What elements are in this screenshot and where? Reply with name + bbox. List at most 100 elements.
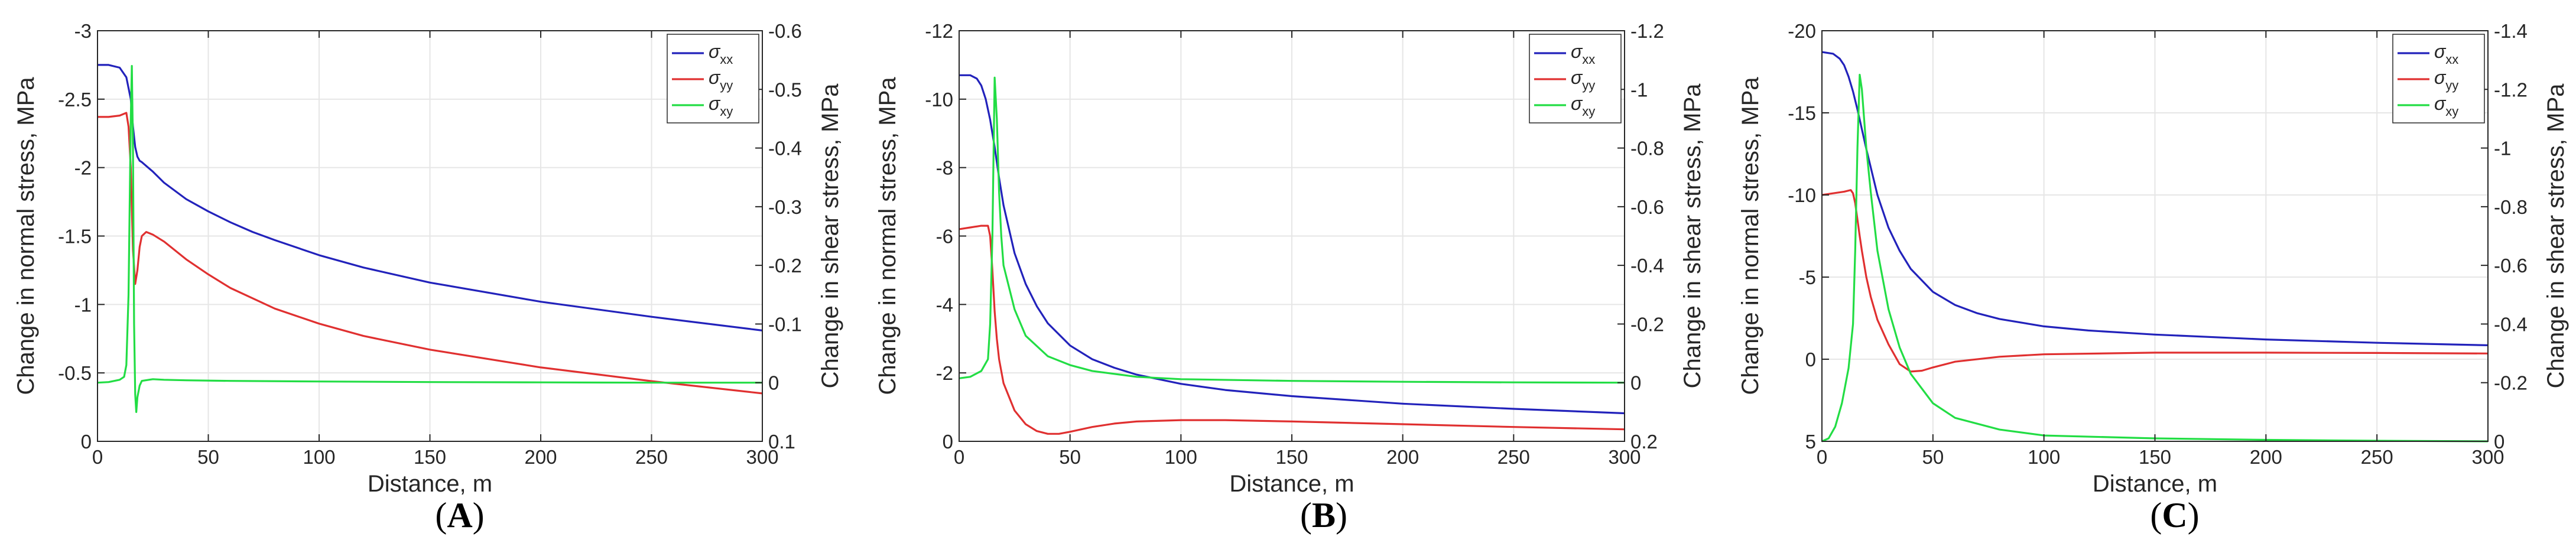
y-right-tick-label: -0.2 bbox=[2494, 372, 2528, 394]
legend-subscript: xx bbox=[2445, 52, 2458, 67]
x-tick-label: 200 bbox=[2250, 446, 2282, 468]
series-line-xx bbox=[959, 74, 1625, 415]
x-tick-label: 150 bbox=[1275, 446, 1308, 468]
legend-subscript: xx bbox=[1582, 52, 1595, 67]
y-right-tick-label: -1 bbox=[2494, 138, 2511, 160]
y-right-tick-label: -0.6 bbox=[768, 20, 802, 42]
x-tick-label: 100 bbox=[1165, 446, 1197, 468]
x-axis-label: Distance, m bbox=[368, 471, 492, 497]
y-left-tick-label: -4 bbox=[936, 294, 953, 315]
legend-subscript: yy bbox=[720, 78, 733, 93]
x-tick-label: 50 bbox=[1059, 446, 1081, 468]
y-right-tick-label: -0.6 bbox=[2494, 255, 2528, 276]
x-tick-label: 0 bbox=[92, 446, 103, 468]
panel-label-open: ( bbox=[2150, 496, 2162, 535]
y-right-tick-label: -0.5 bbox=[768, 79, 802, 100]
y-right-tick-label: -0.2 bbox=[768, 255, 802, 276]
panel-label-close: ) bbox=[473, 496, 485, 535]
panel-label-close: ) bbox=[1336, 496, 1347, 535]
panel-label-letter: A bbox=[447, 496, 472, 535]
y-left-tick-label: -10 bbox=[1788, 184, 1816, 206]
x-tick-label: 0 bbox=[954, 446, 964, 468]
series-line-yy bbox=[1821, 189, 2489, 373]
series-line-xy bbox=[1821, 73, 2489, 443]
legend-symbol: σ bbox=[1571, 67, 1583, 88]
y-right-axis-label: Change in shear stress, MPa bbox=[2543, 83, 2569, 389]
y-left-tick-label: -2 bbox=[936, 362, 953, 384]
legend-entry-xy: σxy bbox=[709, 93, 733, 119]
series-lines bbox=[97, 64, 763, 414]
legend-symbol: σ bbox=[709, 93, 721, 114]
y-left-tick-label: -15 bbox=[1788, 102, 1816, 124]
y-left-tick-label: -12 bbox=[925, 20, 953, 42]
y-right-tick-label: -0.8 bbox=[2494, 196, 2528, 218]
x-tick-label: 300 bbox=[2471, 446, 2504, 468]
panel-label-open: ( bbox=[435, 496, 447, 535]
legend-entry-yy: σyy bbox=[2434, 67, 2458, 93]
legend-symbol: σ bbox=[2434, 93, 2447, 114]
panel-label: (A) bbox=[435, 496, 484, 535]
panel-label-letter: B bbox=[1312, 496, 1336, 535]
y-left-tick-label: -5 bbox=[1799, 266, 1816, 288]
series-line-yy bbox=[959, 225, 1625, 435]
y-right-tick-label: -1.2 bbox=[2494, 79, 2528, 100]
x-tick-label: 0 bbox=[1817, 446, 1827, 468]
legend-symbol: σ bbox=[709, 41, 721, 62]
x-tick-label: 250 bbox=[1497, 446, 1530, 468]
legend-subscript: xy bbox=[1582, 104, 1595, 119]
y-left-tick-label: -10 bbox=[925, 89, 953, 110]
y-right-tick-label: -0.6 bbox=[1630, 196, 1664, 218]
y-right-axis-label: Change in shear stress, MPa bbox=[817, 83, 843, 389]
series-lines bbox=[1821, 51, 2489, 443]
y-right-tick-label: -0.1 bbox=[768, 313, 802, 335]
legend-entry-xx: σxx bbox=[1571, 41, 1595, 67]
y-left-axis-label: Change in normal stress, MPa bbox=[875, 77, 901, 395]
x-tick-label: 250 bbox=[2361, 446, 2393, 468]
legend-entry-xy: σxy bbox=[2434, 93, 2458, 119]
legend-entry-xx: σxx bbox=[709, 41, 733, 67]
y-right-tick-label: 0 bbox=[2494, 431, 2504, 453]
y-left-tick-label: 0 bbox=[1805, 349, 1816, 370]
legend-entry-yy: σyy bbox=[709, 67, 733, 93]
y-right-tick-label: -0.2 bbox=[1630, 313, 1664, 335]
y-left-tick-label: -6 bbox=[936, 226, 953, 248]
chart-panel-b: 0 50 100 150 200 250 300 0 -2 -4 -6 -8 -10 -12 0.2 0 -0.… bbox=[875, 20, 1706, 535]
x-tick-label: 100 bbox=[2028, 446, 2060, 468]
x-tick-label: 50 bbox=[197, 446, 219, 468]
legend-symbol: σ bbox=[1571, 93, 1583, 114]
legend-subscript: xy bbox=[2445, 104, 2458, 119]
legend-entry-xy: σxy bbox=[1571, 93, 1595, 119]
y-right-axis-label: Change in shear stress, MPa bbox=[1680, 83, 1706, 389]
x-tick-label: 300 bbox=[1608, 446, 1641, 468]
x-tick-label: 150 bbox=[2139, 446, 2171, 468]
legend-subscript: xy bbox=[720, 104, 733, 119]
legend-entry-yy: σyy bbox=[1571, 67, 1595, 93]
series-line-xy bbox=[97, 64, 762, 414]
x-tick-label: 150 bbox=[414, 446, 446, 468]
legend-subscript: yy bbox=[1582, 78, 1595, 93]
panel-label: (B) bbox=[1300, 496, 1347, 535]
x-axis-label: Distance, m bbox=[2093, 471, 2217, 497]
y-left-tick-label: -3 bbox=[74, 20, 92, 42]
panel-label: (C) bbox=[2150, 496, 2199, 535]
x-tick-label: 100 bbox=[303, 446, 335, 468]
chart-panel-a: 0 50 100 150 200 250 300 0 -0.5 -1 -1.5 -2 -2.5 -3 0.1… bbox=[13, 20, 843, 535]
y-right-tick-label: -1.4 bbox=[2494, 20, 2528, 42]
y-left-tick-label: -2 bbox=[74, 157, 92, 179]
x-tick-label: 200 bbox=[524, 446, 557, 468]
series-line-xx bbox=[98, 64, 763, 331]
legend-subscript: xx bbox=[720, 52, 733, 67]
legend-symbol: σ bbox=[2434, 67, 2447, 88]
y-left-tick-label: 0 bbox=[81, 431, 92, 453]
y-right-tick-label: 0 bbox=[768, 372, 779, 394]
series-line-yy bbox=[98, 112, 763, 395]
y-right-tick-label: -1 bbox=[1630, 79, 1648, 100]
y-left-tick-label: -8 bbox=[936, 157, 953, 179]
y-right-tick-label: 0.1 bbox=[768, 431, 795, 453]
x-tick-label: 250 bbox=[635, 446, 668, 468]
legend-symbol: σ bbox=[709, 67, 721, 88]
